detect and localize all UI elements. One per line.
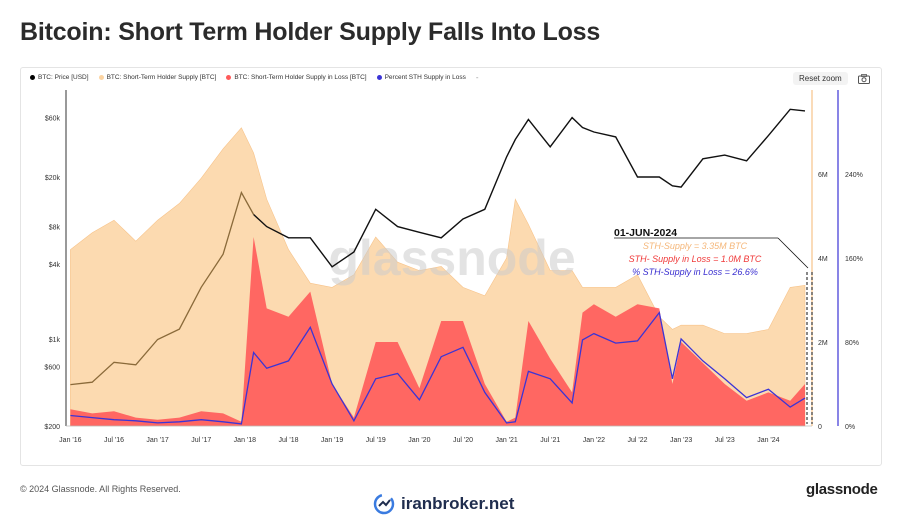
percent-tick-label: 0% — [845, 424, 855, 431]
legend-item-extra[interactable]: - — [476, 73, 479, 82]
supply-tick-label: 6M — [818, 172, 828, 179]
legend-item-sth-loss[interactable]: BTC: Short-Term Holder Supply in Loss [B… — [226, 74, 367, 81]
glassnode-logo: glassnode — [806, 481, 878, 498]
supply-tick-label: 4M — [818, 256, 828, 263]
chart-legend: BTC: Price [USD] BTC: Short-Term Holder … — [30, 73, 479, 82]
sth-loss-area — [70, 237, 806, 426]
price-tick-label: $20k — [45, 175, 61, 182]
copyright-text: © 2024 Glassnode. All Rights Reserved. — [20, 484, 181, 494]
price-tick-label: $4k — [49, 262, 61, 269]
x-tick-label: Jan '19 — [321, 437, 343, 444]
supply-tick-label: 2M — [818, 340, 828, 347]
percent-loss-line — [70, 311, 806, 425]
legend-item-percent[interactable]: Percent STH Supply in Loss — [376, 74, 466, 81]
brand-mark: iranbroker.net — [373, 493, 514, 515]
x-tick-label: Jan '16 — [59, 437, 81, 444]
x-tick-label: Jan '21 — [495, 437, 517, 444]
annotation-supply: STH-Supply = 3.35M BTC — [643, 241, 748, 251]
legend-label: BTC: Short-Term Holder Supply [BTC] — [106, 74, 217, 81]
brand-logo-icon — [373, 493, 395, 515]
x-tick-label: Jan '23 — [670, 437, 692, 444]
annotation-pointer — [777, 237, 809, 269]
price-tick-label: $8k — [49, 225, 61, 232]
x-tick-label: Jan '20 — [408, 437, 430, 444]
percent-tick-label: 80% — [845, 340, 859, 347]
watermark-text: glassnode — [328, 230, 575, 286]
legend-more-icon: - — [475, 73, 479, 82]
legend-label: BTC: Short-Term Holder Supply in Loss [B… — [234, 74, 367, 81]
x-tick-label: Jul '23 — [715, 437, 735, 444]
x-tick-label: Jul '21 — [540, 437, 560, 444]
x-tick-label: Jan '18 — [234, 437, 256, 444]
percent-tick-label: 240% — [845, 172, 863, 179]
x-tick-label: Jul '22 — [627, 437, 647, 444]
supply-tick-label: 0 — [818, 424, 822, 431]
reset-zoom-button[interactable]: Reset zoom — [793, 72, 848, 85]
camera-icon[interactable] — [858, 74, 870, 84]
legend-item-price[interactable]: BTC: Price [USD] — [30, 74, 89, 81]
x-tick-label: Jul '18 — [278, 437, 298, 444]
annotation-date: 01-JUN-2024 — [614, 227, 677, 239]
x-tick-label: Jul '20 — [453, 437, 473, 444]
legend-dot-icon — [226, 75, 232, 80]
x-tick-label: Jul '19 — [366, 437, 386, 444]
legend-dot-icon — [30, 75, 35, 80]
legend-dot-icon — [98, 75, 104, 80]
legend-label: Percent STH Supply in Loss — [384, 74, 466, 81]
legend-dot-icon — [376, 75, 382, 80]
price-tick-label: $60k — [45, 116, 61, 123]
x-tick-label: Jan '22 — [583, 437, 605, 444]
brand-text: iranbroker.net — [401, 494, 515, 513]
x-tick-label: Jan '24 — [757, 437, 779, 444]
legend-label: BTC: Price [USD] — [38, 74, 89, 81]
price-tick-label: $600 — [44, 365, 60, 372]
percent-tick-label: 160% — [845, 256, 863, 263]
price-line-early — [70, 190, 255, 386]
page-title: Bitcoin: Short Term Holder Supply Falls … — [20, 18, 601, 46]
x-tick-label: Jul '16 — [104, 437, 124, 444]
annotation-loss: STH- Supply in Loss = 1.0M BTC — [629, 254, 762, 264]
legend-item-sth-supply[interactable]: BTC: Short-Term Holder Supply [BTC] — [98, 74, 217, 81]
x-tick-label: Jan '17 — [146, 437, 168, 444]
price-line — [253, 108, 806, 268]
x-tick-label: Jul '17 — [191, 437, 211, 444]
annotation-percent: % STH-Supply in Loss = 26.6% — [632, 267, 758, 277]
price-tick-label: $1k — [49, 337, 61, 344]
price-tick-label: $200 — [44, 424, 60, 431]
